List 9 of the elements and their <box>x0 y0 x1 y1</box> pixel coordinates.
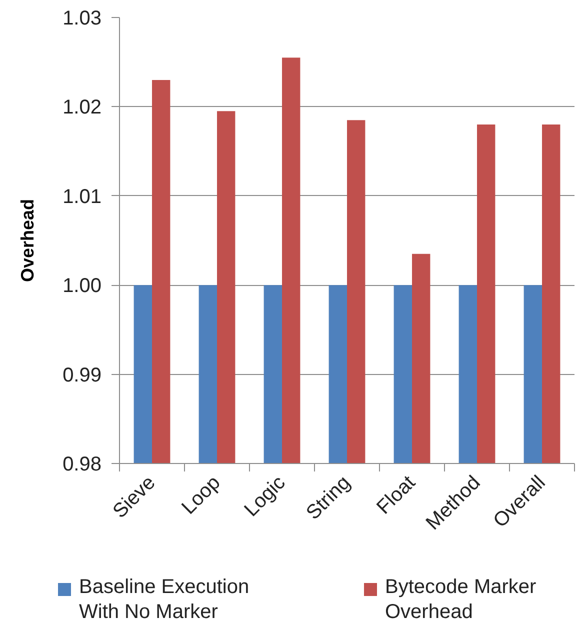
y-tick-label: 1.02 <box>62 96 102 119</box>
y-tick-label: 1.01 <box>62 186 102 208</box>
y-tick-label: 0.99 <box>62 364 102 386</box>
legend-label: Baseline Execution With No Marker <box>79 575 250 625</box>
y-tick-label: 0.98 <box>62 454 102 476</box>
y-axis-title: Overhead <box>18 198 38 282</box>
y-tick-label: 1.00 <box>62 275 102 298</box>
y-tick-label: 1.03 <box>62 8 102 30</box>
legend-label: Bytecode Marker Overhead <box>385 575 536 625</box>
